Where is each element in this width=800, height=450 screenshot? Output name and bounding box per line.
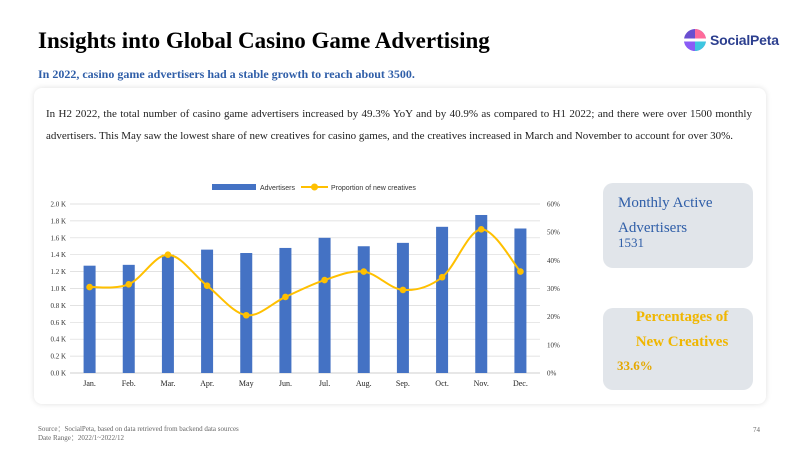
logo-text: SocialPeta [710, 32, 779, 48]
point-proportion-new-creatives [164, 251, 172, 258]
point-proportion-new-creatives [125, 280, 133, 288]
x-tick-label: Oct. [435, 379, 449, 388]
point-proportion-new-creatives [399, 286, 407, 294]
source-note: Source：SocialPeta, based on data retriev… [38, 425, 239, 443]
bar-advertisers [514, 228, 527, 373]
stat-value-new-creatives: 33.6% [617, 358, 653, 373]
legend-label-proportion: Proportion of new creatives [331, 185, 416, 192]
left-tick-label: 0.2 K [50, 353, 66, 361]
x-tick-label: May [239, 379, 254, 388]
left-axis-ticks: 0.0 K 0.2 K 0.4 K 0.6 K 0.8 K 1.0 K 1.2 K 1.4 K… [50, 201, 66, 378]
x-tick-label: Feb. [122, 379, 136, 388]
point-proportion-new-creatives [438, 273, 446, 281]
stat-card-new-creatives [603, 308, 753, 390]
right-tick-label: 40% [547, 257, 560, 265]
left-tick-label: 1.0 K [50, 285, 66, 293]
left-tick-label: 1.4 K [50, 251, 66, 259]
right-tick-label: 20% [547, 313, 560, 321]
page-title: Insights into Global Casino Game Adverti… [38, 28, 490, 53]
bar-advertisers [475, 214, 488, 373]
right-tick-label: 60% [547, 201, 560, 209]
stat-card-advertisers [603, 183, 753, 268]
point-proportion-new-creatives [517, 268, 524, 275]
stat-title-new-creatives: Percentages of New Creatives [635, 309, 729, 350]
point-proportion-new-creatives [86, 283, 93, 291]
right-tick-label: 10% [547, 341, 560, 349]
left-tick-label: 0.8 K [50, 302, 66, 310]
left-tick-label: 0.4 K [50, 336, 66, 344]
x-tick-label: Mar. [160, 379, 175, 388]
bar-advertisers [122, 264, 135, 373]
left-tick-label: 2.0 K [50, 201, 66, 209]
right-tick-label: 30% [547, 285, 560, 293]
stat-title-advertisers: Monthly Active Advertisers [618, 195, 713, 236]
right-tick-label: 0% [547, 370, 557, 378]
bar-advertisers [318, 237, 331, 373]
line-proportion-new-creatives [89, 228, 522, 317]
page-subtitle: In 2022, casino game advertisers had a s… [38, 67, 415, 81]
left-tick-label: 1.8 K [50, 217, 66, 225]
point-proportion-new-creatives [360, 268, 368, 275]
point-proportion-new-creatives [203, 282, 211, 289]
page-number: 74 [753, 426, 760, 434]
left-tick-label: 0.0 K [50, 370, 66, 378]
socialpeta-logo-icon [684, 29, 706, 51]
point-proportion-new-creatives [321, 276, 328, 284]
combo-chart: Advertisers Proportion of new creatives … [50, 183, 560, 388]
legend-swatch-advertisers [212, 184, 256, 190]
left-tick-label: 0.6 K [50, 319, 66, 327]
x-tick-label: Jul. [319, 379, 330, 388]
legend-marker-proportion [311, 183, 318, 191]
point-proportion-new-creatives [282, 293, 289, 301]
line-series [86, 226, 524, 319]
right-axis-ticks: 0% 10% 20% 30% 40% 50% 60% [547, 201, 560, 378]
bar-advertisers [279, 247, 292, 373]
left-tick-label: 1.6 K [50, 234, 66, 242]
x-tick-label: Nov. [474, 379, 489, 388]
source-text: Source：SocialPeta, based on data retriev… [38, 425, 239, 433]
bar-advertisers [201, 249, 214, 373]
x-axis-ticks: Jan. Feb. Mar. Apr. May Jun. Jul. Aug. Sep. Oct. N… [83, 379, 528, 388]
bar-advertisers [436, 226, 449, 373]
chart-legend: Advertisers Proportion of new creatives [212, 183, 416, 192]
left-tick-label: 1.2 K [50, 268, 66, 276]
bar-advertisers [83, 265, 96, 373]
x-tick-label: Jun. [279, 379, 292, 388]
x-tick-label: Aug. [356, 379, 372, 388]
point-proportion-new-creatives [242, 311, 250, 319]
right-tick-label: 50% [547, 229, 560, 237]
summary-paragraph: In H2 2022, the total number of casino g… [46, 108, 752, 142]
x-tick-label: Jan. [83, 379, 96, 388]
legend-label-advertisers: Advertisers [260, 185, 296, 192]
bar-series [83, 214, 527, 373]
date-range-text: Date Range：2022/1~2022/12 [38, 434, 125, 442]
point-proportion-new-creatives [477, 226, 485, 233]
stat-value-advertisers: 1531 [618, 235, 644, 250]
x-tick-label: Apr. [200, 379, 214, 388]
bar-advertisers [396, 242, 409, 373]
bar-advertisers [357, 246, 370, 373]
brand-logo: SocialPeta [683, 28, 779, 52]
bar-advertisers [161, 254, 174, 373]
x-tick-label: Dec. [513, 379, 528, 388]
x-tick-label: Sep. [396, 379, 410, 388]
